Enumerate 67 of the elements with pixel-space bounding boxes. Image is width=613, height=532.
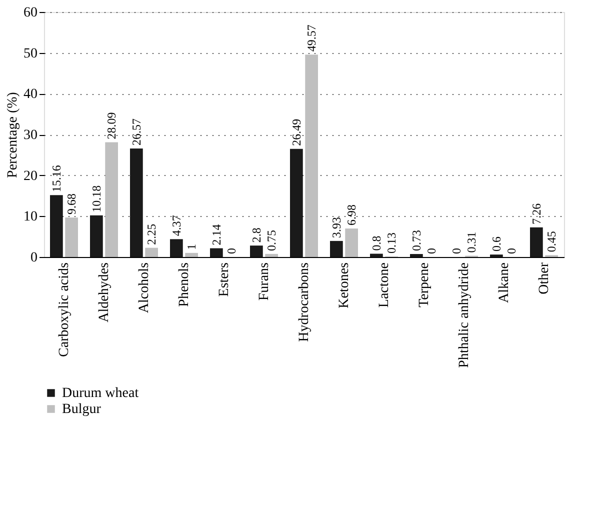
bar (250, 246, 263, 257)
data-label: 3.93 (329, 216, 344, 238)
bar (370, 254, 383, 257)
data-label: 0 (424, 248, 439, 254)
bar (90, 215, 103, 257)
bar (50, 195, 63, 257)
bar (410, 254, 423, 257)
data-label: 26.57 (129, 118, 144, 146)
y-axis-title: Percentage (%) (6, 92, 20, 178)
y-tick-label: 40 (24, 87, 38, 102)
x-tick-label: Phthalic anhydride (457, 262, 472, 368)
y-tick-label: 10 (24, 210, 38, 225)
y-tick-label: 60 (24, 6, 38, 20)
bar (170, 239, 183, 257)
bar (185, 252, 198, 257)
y-tick-label: 30 (24, 128, 38, 143)
x-tick-label: Phenols (177, 262, 192, 307)
data-label: 0 (224, 248, 239, 254)
x-tick-label: Esters (217, 262, 232, 297)
data-label: 2.25 (144, 224, 159, 245)
x-tick-label: Lactone (377, 262, 392, 308)
data-label: 28.09 (104, 112, 119, 140)
bar (130, 148, 143, 257)
x-tick-label: Other (537, 262, 552, 294)
x-tick-label: Furans (257, 262, 272, 301)
data-label: 15.16 (49, 165, 64, 192)
data-label: 4.37 (169, 215, 184, 236)
bar (265, 254, 278, 257)
bar (145, 248, 158, 257)
x-tick-label: Ketones (337, 262, 352, 308)
y-tick-label: 0 (30, 250, 38, 266)
legend-label: Bulgur (62, 402, 102, 417)
y-tick-label: 50 (24, 46, 38, 62)
bar (345, 228, 358, 257)
data-label: 0.73 (409, 230, 424, 252)
bar (290, 148, 303, 257)
data-label: 0 (449, 248, 464, 254)
data-label: 10.18 (89, 185, 104, 212)
data-label: 0.75 (264, 230, 279, 251)
y-tick-label: 20 (24, 168, 38, 184)
data-label: 0.8 (369, 236, 384, 251)
data-label: 0.6 (489, 236, 504, 252)
x-tick-label: Terpene (417, 262, 432, 308)
data-label: 2.8 (249, 228, 264, 243)
bar (530, 227, 543, 257)
x-tick-label: Carboxylic acids (57, 262, 72, 357)
data-label: 0 (504, 248, 519, 254)
data-label: 49.57 (304, 24, 319, 52)
x-tick-label: Alcohols (137, 262, 152, 314)
data-label: 9.68 (64, 193, 79, 214)
data-label: 26.49 (289, 118, 304, 146)
data-label: 0.13 (384, 232, 399, 254)
bar (305, 54, 318, 257)
x-tick-label: Alkane (497, 262, 512, 303)
legend-label: Durum wheat (62, 386, 139, 401)
data-label: 0.31 (464, 232, 479, 253)
data-label: 6.98 (344, 204, 359, 226)
data-label: 0.45 (544, 231, 559, 252)
bar (105, 142, 118, 257)
data-label: 7.26 (529, 203, 544, 224)
x-tick-label: Aldehydes (97, 262, 112, 322)
x-tick-label: Hydrocarbons (297, 262, 312, 342)
data-label: 1 (184, 244, 199, 250)
bar (210, 248, 223, 257)
bar (330, 240, 343, 257)
data-label: 2.14 (209, 224, 224, 246)
bar (65, 217, 78, 257)
